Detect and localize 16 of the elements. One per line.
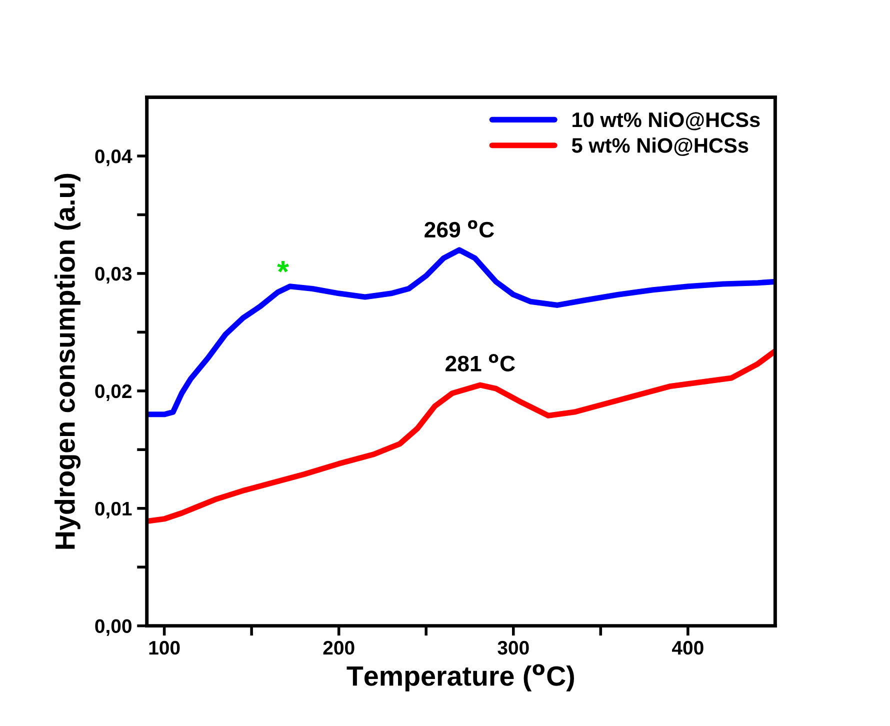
x-tick-label: 200 — [323, 640, 354, 655]
y-tick-label: 0,01 — [95, 502, 132, 518]
x-tick-label: 100 — [149, 640, 180, 655]
x-tick-label: 400 — [672, 640, 704, 655]
y-tick-label: 0,00 — [95, 619, 132, 636]
annotation: * — [277, 261, 289, 272]
annotation: 269 $^{o}$C — [424, 220, 494, 238]
y-tick-label: 0,02 — [95, 384, 132, 401]
x-axis-title: Temperature ($^{o}$C) — [346, 664, 574, 692]
x-tick-label: 300 — [498, 640, 529, 655]
y-tick-label: 0,03 — [95, 266, 132, 284]
y-tick-label: 0,04 — [95, 149, 132, 166]
legend-label: 10 wt% NiO@HCSs — [572, 112, 760, 130]
legend-label: 5 wt% NiO@HCSs — [572, 138, 748, 156]
y-axis-title: Hydrogen consumption (a.u) — [54, 174, 81, 549]
annotation: 281 $^{o}$C — [446, 354, 515, 372]
